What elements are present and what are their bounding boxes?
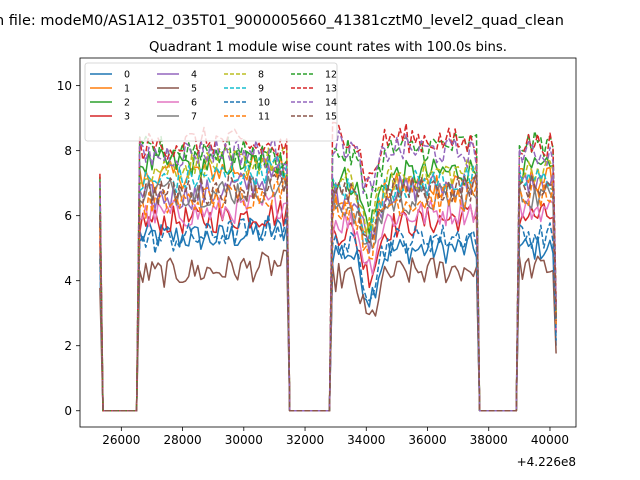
legend-label-15: 15 [325, 112, 337, 123]
series-line-0 [99, 218, 557, 412]
legend-label-7: 7 [191, 112, 197, 123]
axes: 26000 28000 30000 32000 34000 36000 38000 40000… [57, 57, 577, 447]
y-tick-label: 4 [64, 274, 72, 288]
legend-label-5: 5 [191, 84, 197, 95]
legend-label-10: 10 [258, 98, 270, 109]
series-line-5 [99, 249, 557, 412]
y-tick-label: 10 [57, 79, 72, 93]
y-tick-label: 6 [64, 209, 72, 223]
legend-label-0: 0 [124, 70, 130, 81]
plot-area [99, 121, 557, 412]
legend-label-11: 11 [258, 112, 270, 123]
series-line-9 [99, 155, 557, 412]
x-tick-label: 38000 [470, 433, 508, 447]
x-tick-label: 32000 [286, 433, 324, 447]
x-tick-label: 36000 [408, 433, 446, 447]
axes-frame [79, 57, 577, 428]
series-line-10 [99, 212, 557, 412]
legend-label-14: 14 [325, 98, 337, 109]
x-tick-label: 26000 [102, 433, 140, 447]
series-line-4 [99, 164, 557, 412]
x-tick-label: 28000 [163, 433, 201, 447]
legend-label-6: 6 [191, 98, 197, 109]
legend-label-2: 2 [124, 98, 130, 109]
legend-label-4: 4 [191, 70, 197, 81]
legend-label-3: 3 [124, 112, 130, 123]
legend-label-8: 8 [258, 70, 264, 81]
figure-suptitle: n file: modeM0/AS1A12_035T01_9000005660_… [0, 13, 564, 29]
x-offset-label: +4.226e8 [517, 455, 576, 469]
x-tick-label: 30000 [225, 433, 263, 447]
legend-label-12: 12 [325, 70, 337, 81]
series-line-11 [99, 177, 557, 412]
series-line-3 [99, 200, 557, 412]
series-line-8 [99, 146, 557, 412]
series-line-15 [99, 170, 557, 412]
series-line-14 [99, 130, 557, 412]
y-tick-label: 2 [64, 339, 72, 353]
legend-label-1: 1 [124, 84, 130, 95]
x-tick-label: 40000 [531, 433, 569, 447]
series-line-1 [99, 153, 557, 412]
y-tick-label: 8 [64, 144, 72, 158]
chart-title: Quadrant 1 module wise count rates with … [149, 40, 507, 55]
legend-label-13: 13 [325, 84, 337, 95]
legend-label-9: 9 [258, 84, 264, 95]
x-tick-label: 34000 [347, 433, 385, 447]
legend-box [84, 62, 338, 142]
y-tick-label: 0 [64, 404, 72, 418]
series-line-6 [99, 192, 557, 412]
